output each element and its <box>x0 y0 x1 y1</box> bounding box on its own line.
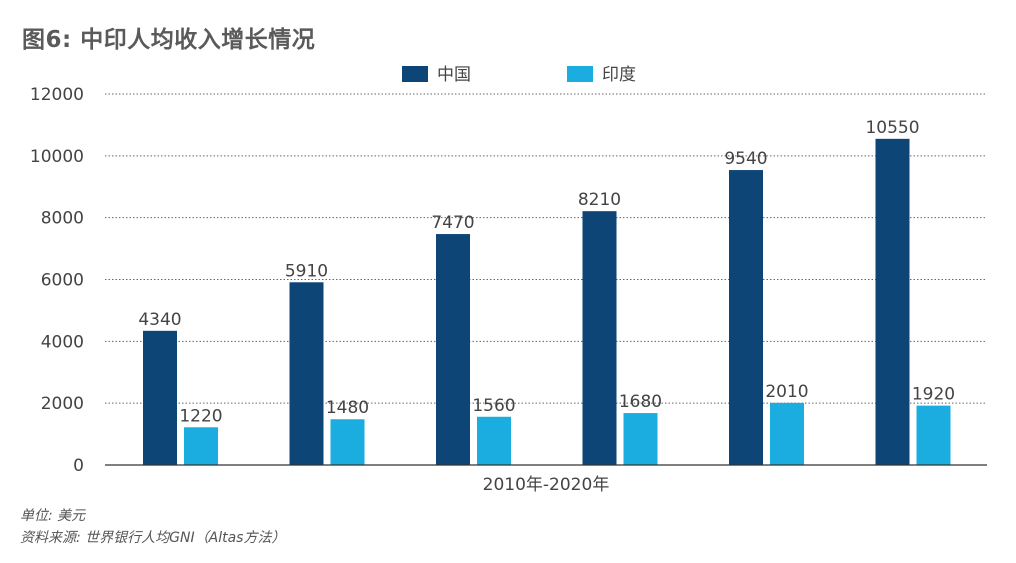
bar-china <box>582 211 617 465</box>
bar-china <box>289 282 324 465</box>
bar-india <box>477 416 511 465</box>
y-tick-label: 2000 <box>41 394 84 414</box>
bar-india <box>916 405 951 465</box>
bar-india <box>330 419 365 465</box>
bar-china <box>436 234 470 465</box>
data-label: 1220 <box>179 406 222 426</box>
chart-title: 图6: 中印人均收入增长情况 <box>22 27 316 53</box>
legend-label-india: 印度 <box>602 65 636 85</box>
y-tick-label: 4000 <box>41 332 84 352</box>
bar-india <box>184 427 218 465</box>
legend-label-china: 中国 <box>437 65 471 85</box>
y-tick-label: 8000 <box>41 209 84 229</box>
y-tick-label: 12000 <box>30 85 84 105</box>
data-label: 1560 <box>472 396 515 416</box>
x-axis-label: 2010年-2020年 <box>483 475 610 495</box>
legend-swatch-india <box>567 66 593 82</box>
data-label: 1480 <box>326 398 369 418</box>
data-label: 9540 <box>724 149 767 169</box>
unit-note: 单位: 美元 <box>20 508 86 524</box>
y-tick-label: 0 <box>73 456 84 476</box>
data-label: 4340 <box>138 310 181 330</box>
legend-swatch-china <box>402 66 428 82</box>
data-label: 8210 <box>578 190 621 210</box>
data-label: 10550 <box>865 118 919 138</box>
bar-china <box>143 330 177 465</box>
bar-india <box>770 402 804 465</box>
data-label: 5910 <box>285 261 328 281</box>
bar-china <box>729 170 763 465</box>
data-label: 1680 <box>619 392 662 412</box>
data-label: 7470 <box>431 213 474 233</box>
y-tick-label: 6000 <box>41 271 84 291</box>
data-label: 1920 <box>912 385 955 405</box>
data-label: 2010 <box>765 382 808 402</box>
bar-india <box>623 413 658 465</box>
y-tick-label: 10000 <box>30 147 84 167</box>
source-note: 资料来源: 世界银行人均GNI（Altas方法） <box>20 530 286 546</box>
bar-china <box>875 138 910 465</box>
